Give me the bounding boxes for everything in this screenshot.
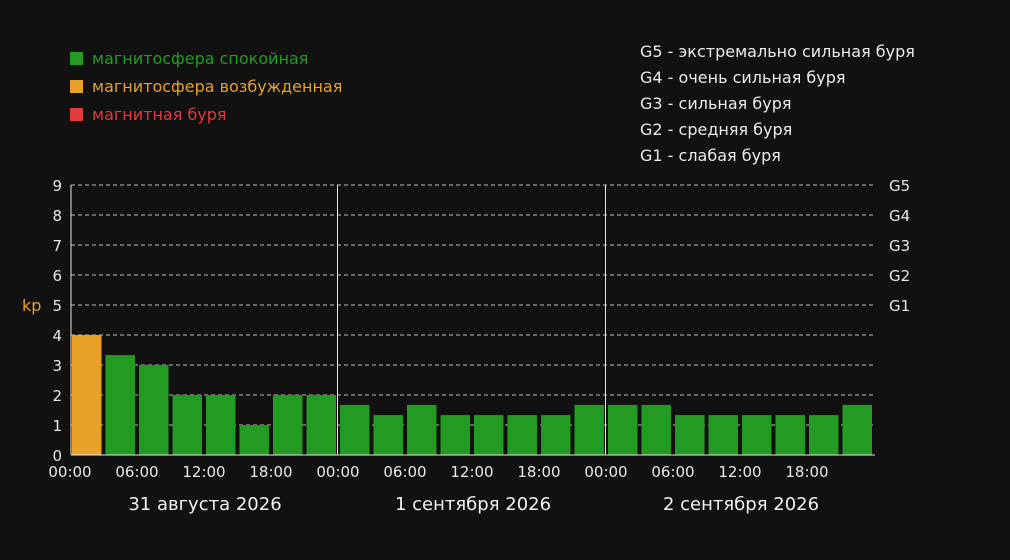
y-tick-label: 2 [52,387,62,405]
y-tick-label: 5 [52,297,62,315]
kp-bar [708,415,738,455]
legend: магнитосфера спокойная магнитосфера возб… [70,44,342,128]
x-tick-label: 00:00 [584,463,627,481]
kp-bar [440,415,470,455]
y-tick-label: 1 [52,417,62,435]
legend-swatch-quiet [70,51,83,65]
x-tick-label: 06:00 [651,463,694,481]
y-tick-label: 9 [52,177,62,195]
right-axis-label: G4 [889,207,910,225]
storm-scale-g1: G1 - слабая буря [640,146,781,165]
kp-bar [842,404,872,455]
legend-item-storm: магнитная буря [70,100,342,128]
legend-swatch-excited [70,79,83,93]
y-axis-label: kp [22,296,41,315]
y-tick-label: 4 [52,327,62,345]
right-axis-label: G5 [889,177,910,195]
kp-bar [641,404,671,455]
kp-bar [306,395,336,455]
x-tick-label: 18:00 [785,463,828,481]
x-tick-label: 12:00 [182,463,225,481]
x-tick-label: 06:00 [383,463,426,481]
right-axis-label: G3 [889,237,910,255]
y-tick-label: 3 [52,357,62,375]
legend-item-excited: магнитосфера возбужденная [70,72,342,100]
day-label: 1 сентября 2026 [395,494,551,515]
kp-bar [340,404,370,455]
right-axis-label: G1 [889,297,910,315]
legend-label-storm: магнитная буря [92,104,227,124]
storm-scale-legend: G5 - экстремально сильная буря G4 - очен… [640,42,915,172]
kp-bar [574,404,604,455]
kp-bar [541,415,571,455]
kp-bar [273,395,303,455]
x-tick-label: 00:00 [48,463,91,481]
kp-bar [474,415,504,455]
kp-bar [373,415,403,455]
kp-bar [239,425,269,455]
x-tick-label: 18:00 [517,463,560,481]
y-tick-label: 6 [52,267,62,285]
storm-scale-g5: G5 - экстремально сильная буря [640,42,915,61]
kp-bar [507,415,537,455]
x-tick-label: 12:00 [718,463,761,481]
x-tick-label: 00:00 [316,463,359,481]
legend-item-quiet: магнитосфера спокойная [70,44,342,72]
legend-label-excited: магнитосфера возбужденная [92,76,343,96]
day-label: 2 сентября 2026 [663,494,819,515]
storm-scale-g4: G4 - очень сильная буря [640,68,846,87]
kp-bar [775,415,805,455]
kp-bar [172,395,202,455]
kp-bar [675,415,705,455]
x-tick-label: 12:00 [450,463,493,481]
y-tick-label: 0 [52,447,62,465]
kp-bar [72,335,102,455]
storm-scale-g3: G3 - сильная буря [640,94,792,113]
legend-label-quiet: магнитосфера спокойная [92,48,309,68]
kp-bar [608,404,638,455]
storm-scale-g2: G2 - средняя буря [640,120,793,139]
kp-bar [105,355,135,455]
y-tick-label: 7 [52,237,62,255]
y-tick-label: 8 [52,207,62,225]
kp-bar [809,415,839,455]
x-tick-label: 06:00 [115,463,158,481]
kp-bar [206,395,236,455]
kp-bar [407,404,437,455]
kp-bar [742,415,772,455]
legend-swatch-storm [70,107,83,121]
kp-bar [139,365,169,455]
day-label: 31 августа 2026 [128,494,281,515]
right-axis-label: G2 [889,267,910,285]
x-tick-label: 18:00 [249,463,292,481]
